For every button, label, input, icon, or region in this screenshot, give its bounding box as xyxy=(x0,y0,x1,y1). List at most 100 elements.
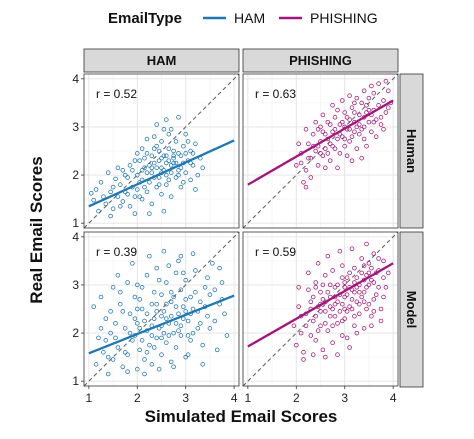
data-point xyxy=(139,168,145,173)
data-point xyxy=(173,160,179,166)
data-point xyxy=(159,192,164,197)
reference-line xyxy=(83,73,240,229)
data-point xyxy=(378,318,384,324)
data-point xyxy=(120,309,126,314)
data-point xyxy=(147,180,152,185)
data-point xyxy=(207,292,213,297)
data-point xyxy=(183,131,188,137)
data-point xyxy=(190,163,196,168)
data-point xyxy=(120,168,126,173)
data-point xyxy=(168,299,174,305)
data-point xyxy=(164,172,169,178)
data-point xyxy=(193,187,198,192)
data-point xyxy=(96,208,101,214)
data-point xyxy=(330,323,335,329)
data-point xyxy=(178,165,184,171)
data-point xyxy=(342,285,347,290)
data-point xyxy=(330,143,335,149)
data-point xyxy=(332,146,338,151)
data-point xyxy=(164,153,169,159)
data-point xyxy=(161,330,167,336)
data-point xyxy=(357,112,362,118)
data-point xyxy=(310,131,316,137)
data-point xyxy=(144,273,150,278)
data-point xyxy=(188,294,193,300)
data-point xyxy=(381,258,386,264)
data-point xyxy=(171,330,176,336)
panel-phishing-human: r = 0.63 xyxy=(242,73,399,229)
data-point xyxy=(168,313,174,319)
data-point xyxy=(354,124,360,130)
data-point xyxy=(164,301,169,307)
data-point xyxy=(161,248,167,254)
data-point xyxy=(352,110,357,115)
data-point xyxy=(357,289,362,295)
data-point xyxy=(198,299,203,305)
data-point xyxy=(354,299,360,305)
data-point xyxy=(376,285,381,290)
data-point xyxy=(156,148,162,154)
data-point xyxy=(369,323,374,329)
data-point xyxy=(149,170,155,175)
data-point xyxy=(214,347,220,353)
data-point xyxy=(224,333,230,338)
data-point xyxy=(176,115,181,120)
data-point xyxy=(386,88,391,94)
data-point xyxy=(101,350,106,355)
data-point xyxy=(313,280,318,285)
data-point xyxy=(166,263,172,268)
data-point xyxy=(122,172,128,178)
reference-line xyxy=(83,231,240,387)
data-point xyxy=(327,282,333,288)
data-point xyxy=(139,196,145,202)
data-point xyxy=(154,184,159,190)
data-point xyxy=(352,100,357,106)
data-point xyxy=(330,306,335,312)
data-point xyxy=(306,287,311,293)
data-point xyxy=(332,127,338,132)
data-point xyxy=(166,333,172,338)
data-point xyxy=(369,129,374,135)
data-point xyxy=(151,289,157,295)
strip-phishing xyxy=(242,48,399,73)
data-point xyxy=(342,110,347,115)
data-point xyxy=(323,131,328,137)
data-point xyxy=(332,115,338,120)
data-point xyxy=(159,313,164,319)
data-point xyxy=(371,90,377,96)
data-point xyxy=(359,294,364,300)
data-point xyxy=(178,184,184,190)
data-point xyxy=(303,127,309,132)
strip-label-ham: HAM xyxy=(147,53,177,68)
data-point xyxy=(151,160,157,166)
data-point xyxy=(137,158,142,163)
data-point xyxy=(369,83,374,89)
data-point xyxy=(315,328,321,333)
data-point xyxy=(366,119,372,125)
data-point xyxy=(315,261,321,266)
data-point xyxy=(173,139,179,144)
data-point xyxy=(154,335,159,341)
data-point xyxy=(330,340,335,345)
data-point xyxy=(161,208,167,214)
data-point xyxy=(149,333,155,338)
data-point xyxy=(378,115,384,120)
data-point xyxy=(149,153,155,159)
data-point xyxy=(378,306,384,312)
correlation-label: r = 0.39 xyxy=(96,245,137,259)
data-point xyxy=(335,321,340,326)
data-point xyxy=(176,258,181,264)
data-point xyxy=(318,151,323,156)
data-point xyxy=(323,273,328,278)
data-point xyxy=(166,158,172,163)
data-point xyxy=(361,299,367,305)
data-point xyxy=(118,289,123,295)
data-point xyxy=(298,160,304,166)
data-point xyxy=(185,352,191,357)
data-point xyxy=(217,265,222,271)
data-point xyxy=(303,323,309,329)
data-point xyxy=(91,304,96,309)
data-point xyxy=(176,168,181,173)
